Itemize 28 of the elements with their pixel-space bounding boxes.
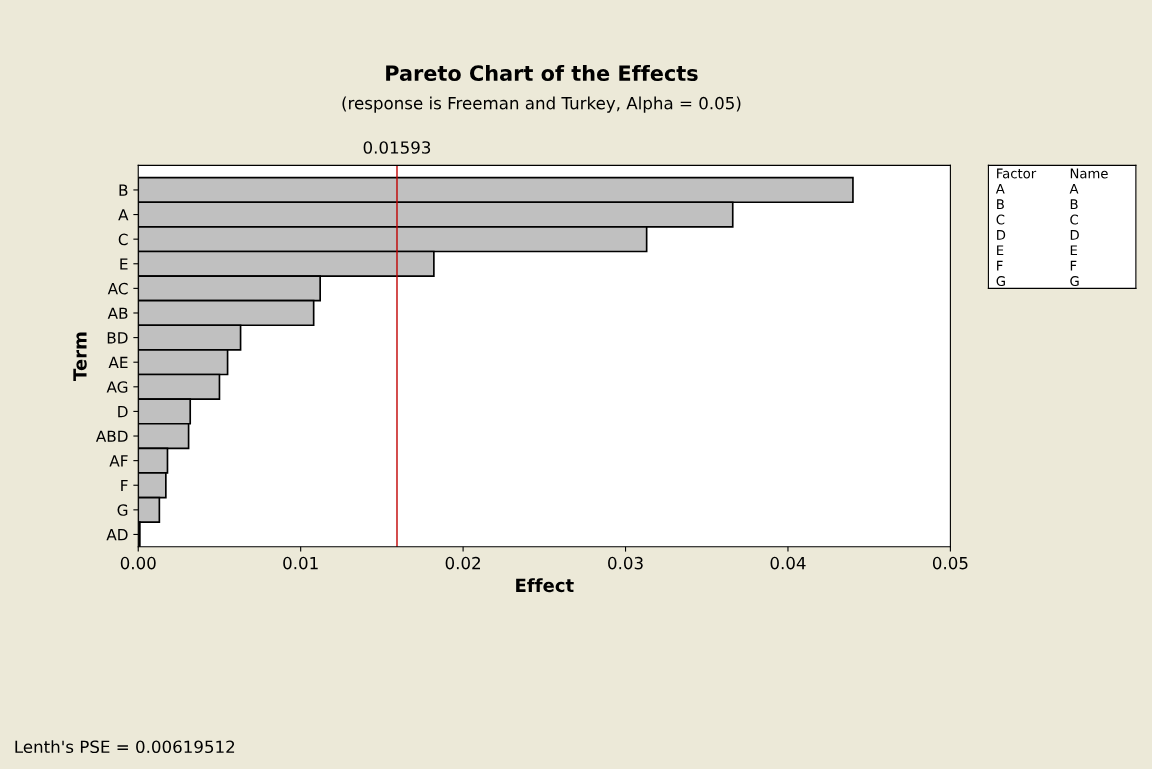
y-tick-label: A xyxy=(118,209,129,221)
x-tick-label: 0.05 xyxy=(932,556,968,570)
y-tick-label: D xyxy=(118,406,128,418)
x-tick-label: 0.02 xyxy=(445,556,480,570)
y-tick-label: G xyxy=(117,504,128,516)
ref-line-label: 0.01593 xyxy=(363,141,431,154)
x-tick-label: 0.04 xyxy=(770,556,806,570)
x-tick-label: 0.00 xyxy=(120,556,156,570)
y-tick-label: AF xyxy=(109,455,128,467)
x-tick-label: 0.03 xyxy=(608,556,643,570)
y-tick-label: B xyxy=(119,184,128,196)
y-tick-label: AE xyxy=(108,356,128,368)
y-tick-label: C xyxy=(118,233,128,246)
x-axis-title: Effect xyxy=(516,578,574,593)
y-tick-label: F xyxy=(121,479,128,492)
y-tick-label: AB xyxy=(107,307,128,319)
text: Factor Name A A B B C C D D E E F F G G xyxy=(995,168,1108,287)
y-tick-label: ABD xyxy=(95,430,128,442)
y-tick-label: AD xyxy=(106,529,128,541)
chart-title: Pareto Chart of the Effects xyxy=(386,64,698,82)
y-axis-title: Term xyxy=(73,332,87,381)
y-tick-label: AG xyxy=(106,381,128,393)
y-tick-label: BD xyxy=(107,332,128,344)
x-tick-label: 0.01 xyxy=(283,556,318,570)
y-tick-label: AC xyxy=(107,282,128,295)
y-tick-label: E xyxy=(120,258,128,270)
chart-subtitle: (response is Freeman and Turkey, Alpha = 0.05) xyxy=(342,96,741,113)
text: Lenth's PSE = 0.00619512 xyxy=(15,740,235,754)
